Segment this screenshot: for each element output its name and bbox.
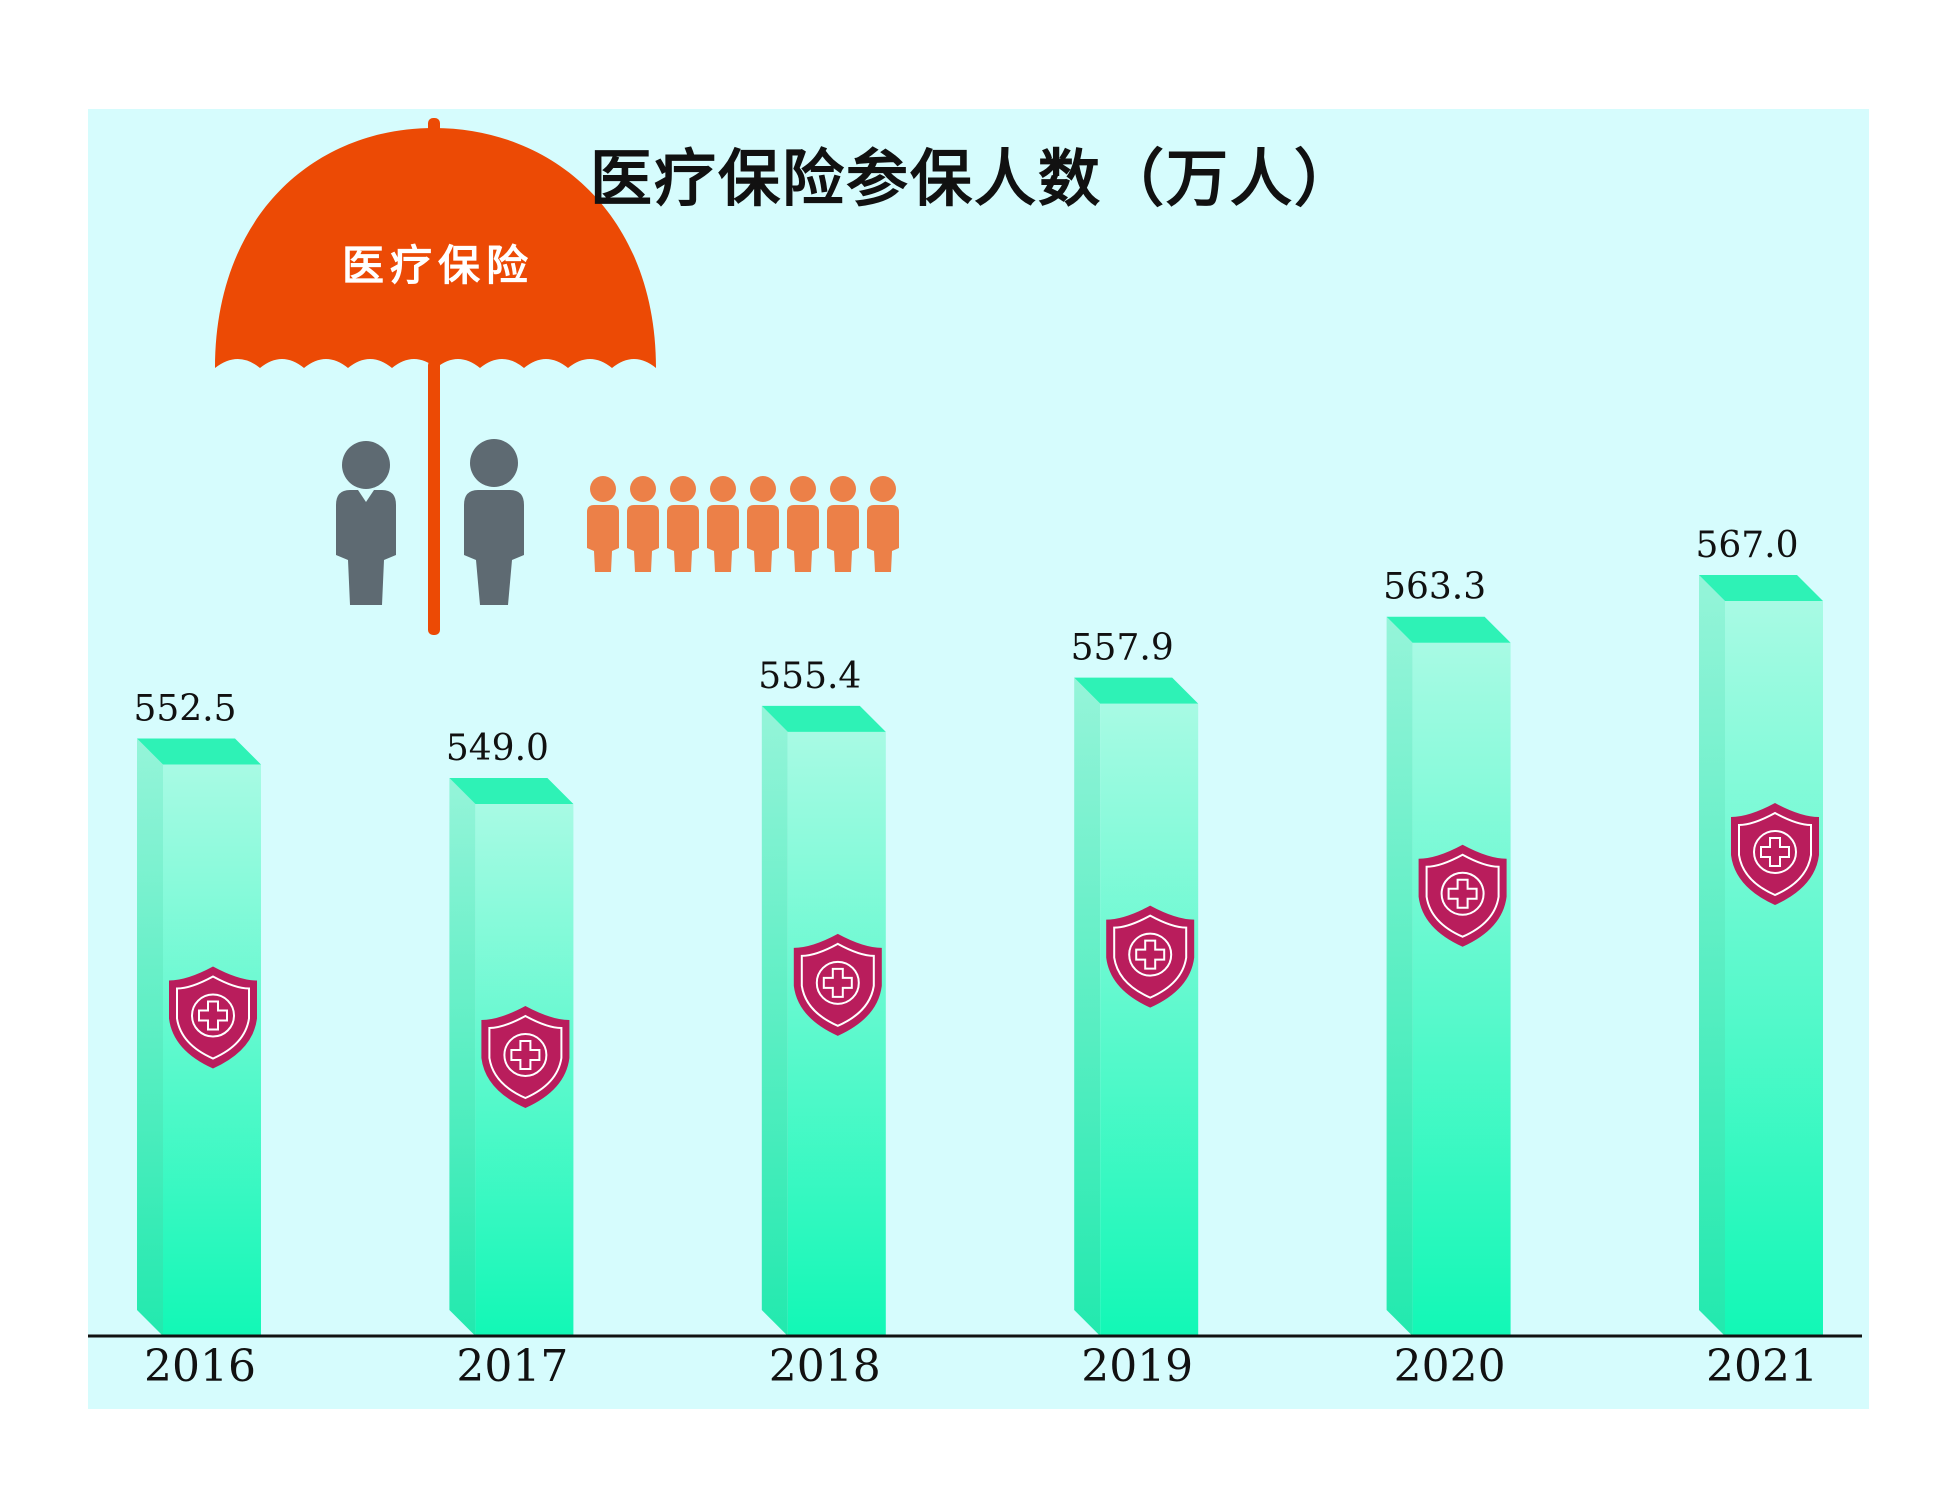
person-icon-orange [867, 476, 899, 572]
x-axis-ticks: 2016 2017 2018 2019 2020 2021 [144, 1341, 1818, 1392]
person-icon-orange [747, 476, 779, 572]
bar: 567.0 [1695, 525, 1823, 1336]
umbrella-handle [428, 360, 440, 635]
person-icon-orange [587, 476, 619, 572]
shield-icon [1418, 844, 1507, 947]
umbrella-label: 医疗保险 [342, 241, 534, 290]
shield-icon [481, 1006, 570, 1108]
bar-series: 552.5 549.0 555.4 557.9 563.3 567.0 [133, 525, 1823, 1336]
bar-top [137, 738, 261, 765]
bar-front [1100, 703, 1199, 1336]
person-icon-orange [707, 476, 739, 572]
value-label: 567.0 [1695, 525, 1798, 566]
bar-top [1699, 575, 1823, 601]
x-tick-label: 2019 [1081, 1341, 1193, 1392]
chart-title: 医疗保险参保人数（万人） [590, 142, 1359, 215]
bar-side [761, 705, 788, 1336]
x-tick-label: 2021 [1706, 1341, 1818, 1392]
people-illustration-gray [336, 439, 524, 605]
bar-side [137, 738, 163, 1336]
x-tick-label: 2020 [1394, 1341, 1506, 1392]
person-icon-orange [667, 476, 699, 572]
bar: 557.9 [1071, 628, 1199, 1336]
bar-top [449, 778, 574, 804]
value-label: 555.4 [758, 656, 861, 697]
people-illustration-orange [587, 476, 899, 572]
x-tick-label: 2017 [456, 1341, 568, 1392]
person-icon-orange [627, 476, 659, 572]
bar-front [1412, 642, 1511, 1336]
umbrella-canopy [215, 128, 656, 368]
person-icon-orange [787, 476, 819, 572]
umbrella-illustration: 医疗保险 [215, 118, 656, 635]
bar-top [761, 705, 886, 732]
bar-side [1386, 616, 1413, 1336]
bar: 549.0 [446, 728, 574, 1336]
value-label: 549.0 [446, 728, 549, 769]
shield-icon [793, 933, 882, 1036]
bar-front [1725, 601, 1823, 1336]
shield-icon [169, 966, 257, 1069]
bar-side [449, 778, 476, 1336]
value-label: 563.3 [1383, 567, 1486, 608]
bar-top [1074, 677, 1199, 704]
shield-icon [1106, 905, 1195, 1008]
value-label: 552.5 [133, 689, 236, 730]
bar: 552.5 [133, 689, 261, 1336]
person-icon-orange [827, 476, 859, 572]
bar: 555.4 [758, 656, 886, 1336]
shield-icon [1731, 803, 1819, 905]
x-tick-label: 2016 [144, 1341, 256, 1392]
x-tick-label: 2018 [769, 1341, 881, 1392]
person-icon [464, 439, 524, 605]
bar-top [1386, 616, 1511, 643]
person-icon [336, 441, 396, 605]
bar-side [1074, 677, 1101, 1336]
bar-side [1699, 575, 1725, 1336]
value-label: 557.9 [1071, 628, 1174, 669]
bar: 563.3 [1383, 567, 1511, 1336]
